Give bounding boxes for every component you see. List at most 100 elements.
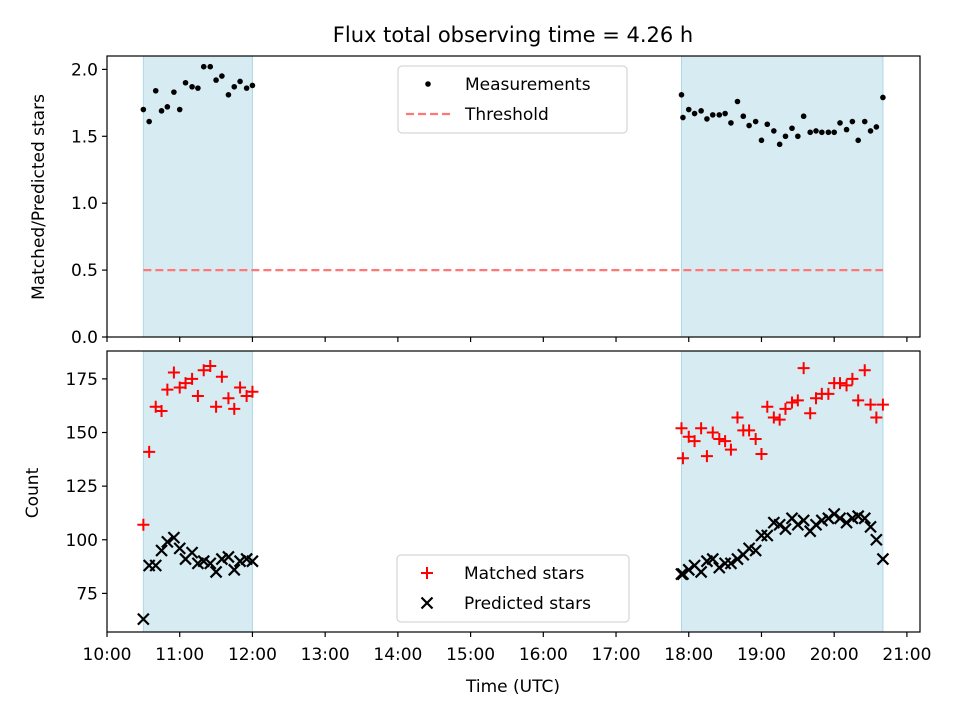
matched-star-point bbox=[852, 394, 865, 407]
predicted-star-point bbox=[870, 533, 883, 547]
matched-star-point bbox=[167, 366, 180, 379]
predicted-star-point bbox=[797, 514, 810, 527]
matched-star-point bbox=[675, 422, 688, 435]
predicted-star-point bbox=[137, 612, 150, 626]
legend-box bbox=[396, 554, 630, 623]
matched-star-point bbox=[870, 411, 883, 424]
predicted-star-point bbox=[173, 542, 186, 555]
predicted-star-point bbox=[203, 557, 217, 570]
matched-star-point bbox=[191, 390, 204, 403]
top-shaded-interval bbox=[680, 55, 884, 338]
measurement-point bbox=[685, 106, 692, 113]
matched-star-point bbox=[858, 364, 871, 377]
bottom-y-tick-label: 125 bbox=[66, 477, 98, 497]
measurement-point bbox=[855, 137, 861, 144]
matched-star-point bbox=[197, 364, 210, 377]
measurement-point bbox=[800, 113, 807, 120]
matched-star-point bbox=[786, 396, 799, 409]
matched-star-point bbox=[155, 405, 168, 418]
measurement-point bbox=[709, 112, 716, 118]
measurement-point bbox=[249, 82, 256, 89]
measurement-point bbox=[776, 141, 783, 148]
matched-star-point bbox=[210, 400, 223, 413]
measurement-point bbox=[182, 79, 189, 86]
measurement-point bbox=[880, 94, 886, 101]
measurement-point bbox=[225, 92, 232, 98]
matched-star-point bbox=[724, 443, 737, 456]
measurement-point bbox=[195, 85, 201, 91]
x-tick-label: 19:00 bbox=[737, 645, 786, 665]
measurement-point bbox=[716, 112, 723, 118]
measurement-point bbox=[722, 110, 728, 117]
x-tick-label: 16:00 bbox=[519, 645, 568, 665]
bottom-y-tick-label: 175 bbox=[66, 370, 98, 390]
matched-star-point bbox=[846, 372, 859, 385]
predicted-star-point bbox=[724, 557, 738, 570]
x-tick-label: 13:00 bbox=[301, 645, 350, 665]
measurement-point bbox=[813, 128, 819, 134]
measurement-point bbox=[789, 125, 795, 132]
measurement-point bbox=[164, 104, 171, 110]
matched-star-point bbox=[137, 518, 150, 531]
measurement-point bbox=[152, 87, 159, 94]
measurement-point bbox=[843, 126, 850, 133]
x-tick-label: 15:00 bbox=[446, 645, 495, 665]
measurement-point bbox=[146, 118, 152, 125]
measurement-point bbox=[752, 118, 759, 125]
matched-star-point bbox=[791, 394, 804, 407]
predicted-star-point bbox=[185, 546, 199, 559]
matched-star-point bbox=[840, 379, 853, 392]
measurement-point bbox=[213, 77, 219, 83]
bottom-shaded-interval bbox=[680, 350, 884, 633]
measurement-point bbox=[740, 113, 747, 120]
matched-star-point bbox=[834, 377, 847, 390]
measurement-point bbox=[861, 118, 868, 125]
bottom-panel-y-axis-label: Count bbox=[23, 467, 43, 518]
matched-star-point bbox=[186, 372, 199, 385]
bottom-y-tick-label: 100 bbox=[66, 531, 98, 551]
predicted-star-point bbox=[149, 559, 162, 572]
measurement-point bbox=[867, 128, 874, 134]
predicted-star-point bbox=[749, 544, 762, 557]
measurement-point bbox=[680, 114, 686, 121]
matched-star-point bbox=[749, 432, 762, 445]
legend-matched-marker bbox=[421, 567, 433, 579]
predicted-star-point bbox=[161, 535, 174, 549]
predicted-star-point bbox=[209, 565, 223, 579]
measurement-point bbox=[746, 122, 752, 129]
measurement-point bbox=[807, 129, 813, 136]
matched-star-point bbox=[719, 435, 732, 448]
matched-star-point bbox=[822, 387, 835, 400]
measurement-point bbox=[200, 63, 207, 70]
bottom-series-matched-stars bbox=[137, 360, 889, 531]
legend-predicted-marker bbox=[420, 596, 434, 610]
predicted-star-point bbox=[706, 552, 720, 566]
measurement-point bbox=[831, 129, 837, 136]
top-y-tick-label: 2.0 bbox=[71, 60, 98, 80]
measurement-point bbox=[758, 137, 765, 144]
measurement-point bbox=[231, 83, 238, 90]
bottom-series-predicted-stars bbox=[137, 507, 890, 626]
matched-star-point bbox=[204, 360, 217, 373]
top-panel-y-axis-label: Matched/Predicted stars bbox=[29, 94, 49, 300]
measurement-point bbox=[171, 89, 177, 95]
matched-star-point bbox=[688, 435, 701, 448]
matched-star-point bbox=[246, 385, 259, 398]
predicted-star-point bbox=[694, 565, 708, 579]
bottom-legend: Matched stars Predicted stars bbox=[396, 554, 630, 623]
matched-star-point bbox=[767, 411, 780, 424]
measurement-point bbox=[237, 78, 243, 85]
measurement-point bbox=[243, 85, 250, 91]
predicted-star-point bbox=[761, 529, 774, 542]
bottom-y-tick-label: 150 bbox=[66, 424, 98, 444]
matched-star-point bbox=[222, 392, 235, 405]
matched-star-point bbox=[143, 445, 156, 458]
matched-star-point bbox=[773, 413, 786, 426]
matched-star-point bbox=[713, 432, 726, 445]
matched-star-point bbox=[797, 362, 810, 375]
x-tick-label: 20:00 bbox=[810, 645, 859, 665]
measurement-point bbox=[678, 92, 685, 98]
measurement-point bbox=[764, 121, 771, 128]
measurement-point bbox=[825, 129, 832, 136]
